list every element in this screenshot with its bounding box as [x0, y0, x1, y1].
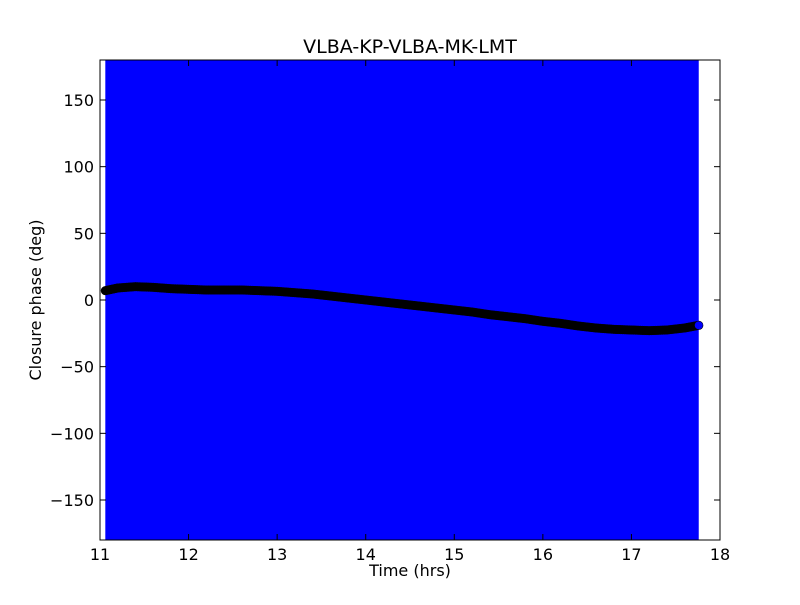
x-tick-label: 14	[356, 545, 376, 564]
y-tick-label: −150	[50, 491, 94, 510]
x-axis-label: Time (hrs)	[368, 561, 451, 580]
x-tick-label: 11	[90, 545, 110, 564]
y-tick-label: 100	[63, 158, 94, 177]
x-tick-label: 15	[444, 545, 464, 564]
data-point-last	[694, 320, 704, 330]
x-axis-ticks: 11 12 13 14 15 16 17 18	[90, 60, 730, 564]
x-tick-label: 18	[710, 545, 730, 564]
y-tick-label: 50	[74, 224, 94, 243]
y-tick-label: −50	[60, 358, 94, 377]
y-tick-label: −100	[50, 424, 94, 443]
x-tick-label: 16	[533, 545, 553, 564]
y-tick-label: 150	[63, 91, 94, 110]
x-tick-label: 17	[621, 545, 641, 564]
x-tick-label: 12	[178, 545, 198, 564]
y-axis-ticks: −150 −100 −50 0 50 100 150	[50, 91, 720, 510]
y-tick-label: 0	[84, 291, 94, 310]
chart-title: VLBA-KP-VLBA-MK-LMT	[303, 36, 517, 58]
x-tick-label: 13	[267, 545, 287, 564]
y-axis-label: Closure phase (deg)	[26, 219, 45, 380]
data-points-layer	[100, 282, 704, 336]
